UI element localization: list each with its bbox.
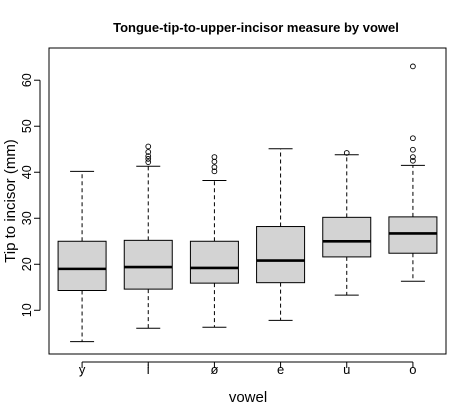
outlier-point: [211, 164, 218, 171]
outlier-point: [211, 168, 218, 175]
box-3: [189, 154, 239, 328]
y-tick-label: 40: [20, 165, 34, 179]
box-4: [256, 148, 306, 321]
x-axis-label: vowel: [229, 389, 267, 406]
plot-frame: [48, 47, 447, 355]
outlier-point: [145, 159, 152, 165]
x-tick-label: ø: [210, 362, 218, 377]
outlier-point: [410, 157, 416, 164]
outlier-point: [410, 146, 416, 153]
outlier-point: [211, 154, 218, 160]
outlier-point: [410, 154, 416, 160]
x-tick-label: u: [343, 362, 350, 377]
x-tick-label: y: [79, 362, 86, 377]
outlier-point: [211, 158, 218, 165]
outlier-point: [343, 150, 350, 156]
x-tick-label: e: [277, 362, 284, 377]
y-tick-label: 60: [20, 73, 34, 87]
chart-title: Tongue-tip-to-upper-incisor measure by v…: [113, 20, 399, 35]
y-axis: 10 20 30 40 50 60: [20, 73, 41, 317]
iqr-box: [388, 216, 438, 254]
y-tick-label: 50: [20, 119, 34, 133]
x-tick-label: i: [147, 362, 150, 377]
x-tick-label: o: [409, 362, 416, 377]
outlier-point: [145, 156, 152, 162]
box-5: [322, 150, 372, 296]
y-axis-label: Tip to incisor (mm): [2, 139, 19, 263]
iqr-box: [123, 239, 173, 290]
iqr-box: [322, 216, 372, 258]
outlier-point: [410, 63, 416, 70]
outlier-point: [410, 135, 416, 142]
outlier-point: [145, 143, 152, 150]
box-6: [388, 63, 438, 282]
box-1: [57, 170, 107, 343]
y-tick-label: 10: [20, 303, 34, 317]
iqr-box: [189, 240, 239, 284]
boxes-layer: [57, 63, 438, 343]
iqr-box: [256, 226, 306, 284]
box-2: [123, 143, 173, 329]
y-tick-label: 20: [20, 257, 34, 271]
iqr-box: [57, 240, 107, 291]
outlier-point: [145, 149, 152, 155]
outlier-point: [145, 153, 152, 159]
y-tick-label: 30: [20, 211, 34, 225]
